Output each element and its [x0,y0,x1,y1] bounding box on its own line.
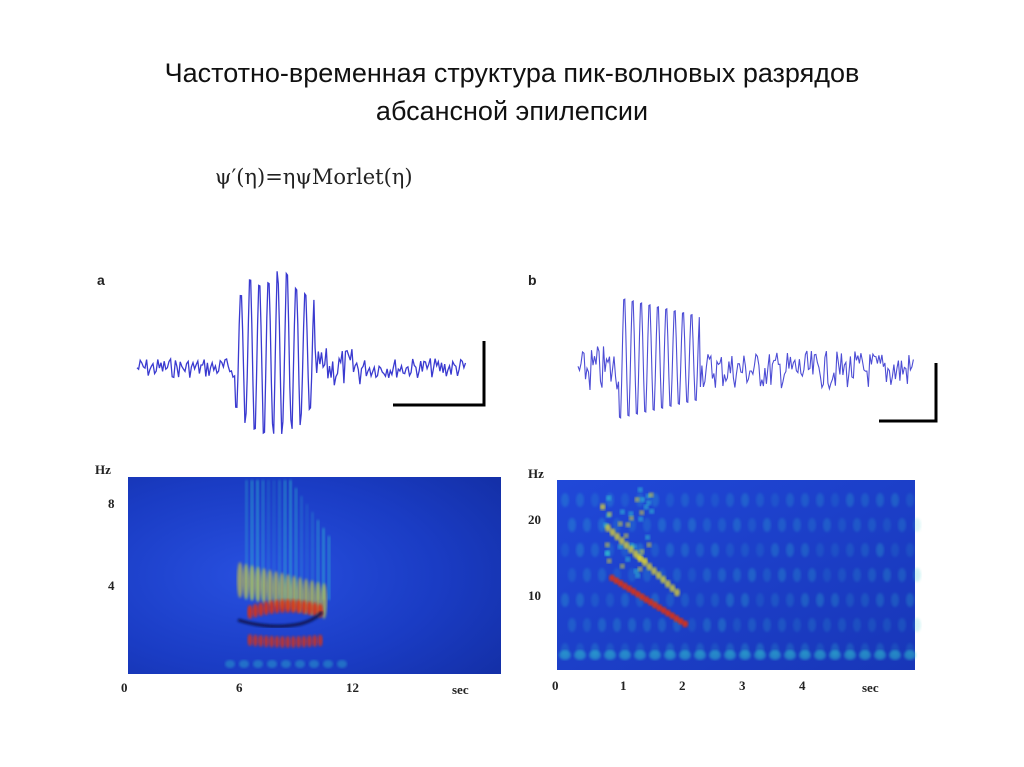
panel-b-time-tick-1: 1 [620,678,627,693]
panel-a-letter: a [97,272,105,288]
panel-b-letter: b [528,272,537,288]
panel-b-time-tick-0: 0 [552,678,559,693]
scale-bar-a [393,341,486,407]
panel-b-time-unit: sec [862,680,879,695]
panel-a-time-tick-0: 0 [121,680,128,695]
slide-title: Частотно-временная структура пик-волновы… [0,54,1024,130]
spectrogram-b [557,480,921,670]
panel-a-time-tick-12: 12 [346,680,359,695]
spectrogram-a [128,477,501,674]
panel-b-hz-label: Hz [528,466,544,481]
panel-b-freq-tick-20: 20 [528,512,541,527]
morlet-formula: ψ′(η)=ηψMorlet(η) [215,165,413,189]
panel-b-time-tick-4: 4 [799,678,806,693]
panel-a-time-tick-6: 6 [236,680,243,695]
panel-b-time-tick-3: 3 [739,678,746,693]
panel-a-hz-label: Hz [95,462,111,477]
panel-b-time-tick-2: 2 [679,678,686,693]
eeg-trace-b [577,298,914,419]
panel-a-freq-tick-8: 8 [108,496,115,511]
eeg-trace-a [136,271,467,435]
panel-b-freq-tick-10: 10 [528,588,541,603]
scale-bar-b [879,363,938,423]
slide-title-line1: Частотно-временная структура пик-волновы… [164,58,860,88]
panel-a-freq-tick-4: 4 [108,578,115,593]
panel-a-time-unit: sec [452,682,469,697]
slide-title-line2: абсансной эпилепсии [375,96,649,126]
